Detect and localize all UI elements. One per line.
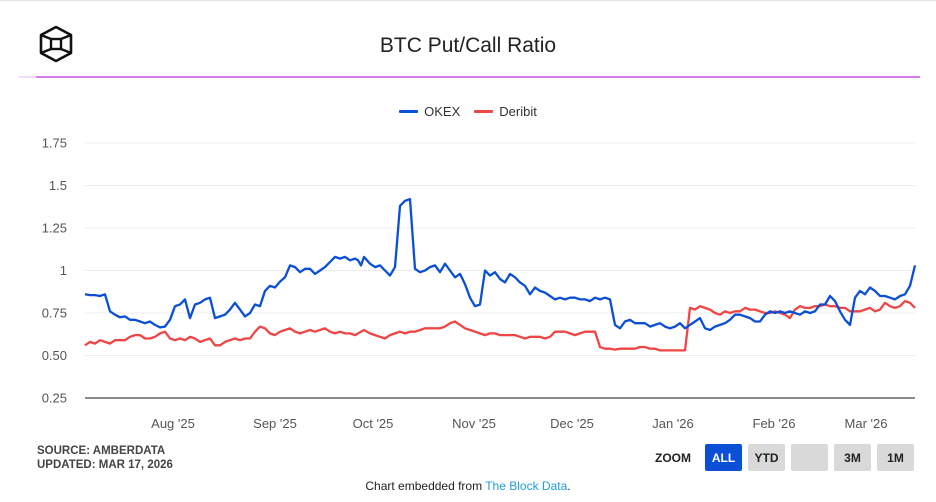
embed-suffix: . (567, 479, 571, 493)
x-tick-label: Oct '25 (353, 416, 394, 431)
chart-gridlines (85, 142, 915, 356)
zoom-ytd-button[interactable]: YTD (748, 444, 785, 471)
series-line-deribit[interactable] (84, 299, 916, 352)
zoom-blank-button[interactable] (791, 444, 828, 471)
y-tick-label: 0.50 (42, 348, 67, 363)
x-tick-label: Aug '25 (151, 416, 195, 431)
title-divider (36, 76, 920, 78)
line-chart-plot: 1.75 1.5 1.25 1 0.75 0.50 0.25 Aug '25 Sep '25 O… (42, 136, 917, 431)
source-text: SOURCE: AMBERDATA (37, 445, 166, 457)
series-line-okex[interactable] (84, 197, 917, 332)
page-title: BTC Put/Call Ratio (379, 34, 557, 57)
the-block-data-link[interactable]: The Block Data (485, 479, 568, 493)
embed-prefix: Chart embedded from (365, 479, 486, 493)
zoom-controls: ZOOM ALL YTD 3M 1M (655, 444, 914, 471)
legend-swatch-deribit (474, 110, 494, 113)
x-tick-label: Mar '26 (845, 416, 888, 431)
x-tick-label: Dec '25 (550, 416, 594, 431)
top-border (0, 0, 936, 1)
zoom-1m-button[interactable]: 1M (877, 444, 914, 471)
legend-label-okex: OKEX (424, 104, 461, 119)
y-tick-label: 1.5 (49, 178, 67, 193)
x-tick-label: Nov '25 (452, 416, 496, 431)
zoom-3m-button[interactable]: 3M (834, 444, 871, 471)
chart-series (84, 197, 917, 352)
zoom-label: ZOOM (655, 450, 691, 465)
y-tick-label: 0.75 (42, 306, 67, 321)
y-axis-labels: 1.75 1.5 1.25 1 0.75 0.50 0.25 (42, 136, 67, 406)
zoom-all-button[interactable]: ALL (705, 444, 742, 471)
legend-label-deribit: Deribit (499, 104, 537, 119)
cube-logo-icon (39, 25, 73, 63)
x-axis-labels: Aug '25 Sep '25 Oct '25 Nov '25 Dec '25 Jan '… (151, 416, 887, 431)
legend-swatch-okex (399, 110, 419, 113)
legend-item-okex[interactable]: OKEX (399, 104, 460, 119)
updated-text: UPDATED: MAR 17, 2026 (37, 459, 173, 471)
x-tick-label: Sep '25 (253, 416, 297, 431)
x-tick-label: Feb '26 (753, 416, 796, 431)
x-tick-label: Jan '26 (652, 416, 694, 431)
title-divider-fade (19, 76, 36, 78)
chart-legend: OKEX Deribit (0, 104, 936, 119)
embed-credit: Chart embedded from The Block Data. (0, 479, 936, 493)
y-tick-label: 1.75 (42, 136, 67, 151)
y-tick-label: 1 (60, 263, 67, 278)
y-tick-label: 0.25 (42, 391, 67, 406)
source-info: SOURCE: AMBERDATA UPDATED: MAR 17, 2026 (37, 444, 173, 472)
y-tick-label: 1.25 (42, 221, 67, 236)
legend-item-deribit[interactable]: Deribit (474, 104, 537, 119)
